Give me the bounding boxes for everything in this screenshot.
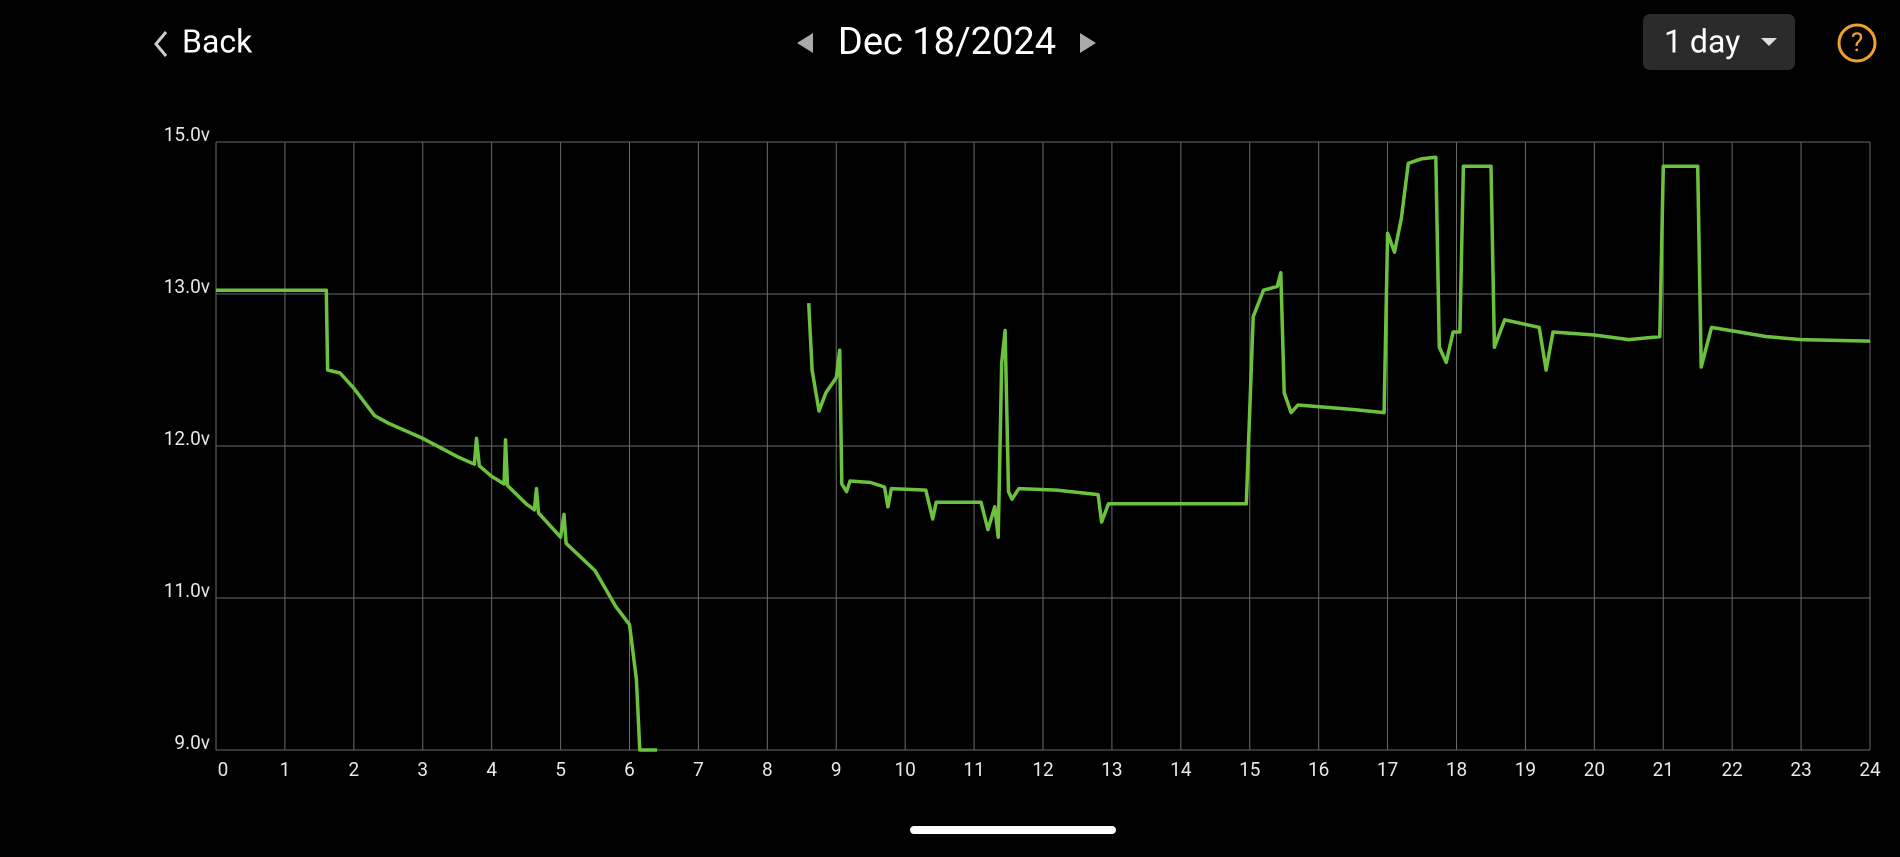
x-tick-label: 10 bbox=[894, 758, 915, 781]
x-tick-label: 12 bbox=[1032, 758, 1053, 781]
next-day[interactable] bbox=[1080, 33, 1096, 53]
x-tick-label: 8 bbox=[762, 758, 773, 781]
x-tick-label: 13 bbox=[1101, 758, 1122, 781]
home-indicator bbox=[910, 826, 1116, 834]
x-tick-label: 18 bbox=[1446, 758, 1467, 781]
x-tick-label: 21 bbox=[1653, 758, 1674, 781]
y-tick-label: 11.0v bbox=[164, 579, 210, 602]
back-icon[interactable] bbox=[154, 31, 168, 57]
x-tick-label: 4 bbox=[486, 758, 497, 781]
back-button[interactable]: Back bbox=[182, 22, 253, 60]
range-label[interactable]: 1 day bbox=[1664, 22, 1740, 60]
x-tick-label: 11 bbox=[963, 758, 984, 781]
x-tick-label: 5 bbox=[555, 758, 566, 781]
x-tick-label: 24 bbox=[1859, 758, 1881, 781]
x-tick-label: 1 bbox=[280, 758, 291, 781]
x-tick-label: 6 bbox=[624, 758, 635, 781]
voltage-line bbox=[216, 155, 1871, 752]
dropdown-arrow bbox=[1761, 38, 1777, 46]
x-tick-label: 3 bbox=[417, 758, 428, 781]
range-dropdown[interactable] bbox=[1643, 14, 1795, 70]
y-tick-label: 13.0v bbox=[164, 275, 210, 298]
help-icon[interactable]: ? bbox=[1851, 28, 1863, 58]
x-tick-label: 0 bbox=[218, 758, 229, 781]
y-tick-label: 9.0v bbox=[174, 731, 210, 754]
x-tick-label: 9 bbox=[831, 758, 842, 781]
x-tick-label: 17 bbox=[1377, 758, 1398, 781]
help-button[interactable] bbox=[1837, 23, 1877, 63]
x-tick-label: 16 bbox=[1308, 758, 1329, 781]
date-label: Dec 18/2024 bbox=[838, 20, 1056, 64]
y-tick-label: 12.0v bbox=[164, 427, 210, 450]
x-tick-label: 22 bbox=[1721, 758, 1742, 781]
prev-day[interactable] bbox=[797, 33, 813, 53]
y-tick-label: 15.0v bbox=[164, 123, 210, 146]
x-tick-label: 15 bbox=[1239, 758, 1260, 781]
x-tick-label: 2 bbox=[348, 758, 359, 781]
x-tick-label: 23 bbox=[1790, 758, 1811, 781]
x-tick-label: 19 bbox=[1515, 758, 1536, 781]
x-tick-label: 14 bbox=[1170, 758, 1192, 781]
x-tick-label: 20 bbox=[1584, 758, 1605, 781]
x-tick-label: 7 bbox=[693, 758, 704, 781]
